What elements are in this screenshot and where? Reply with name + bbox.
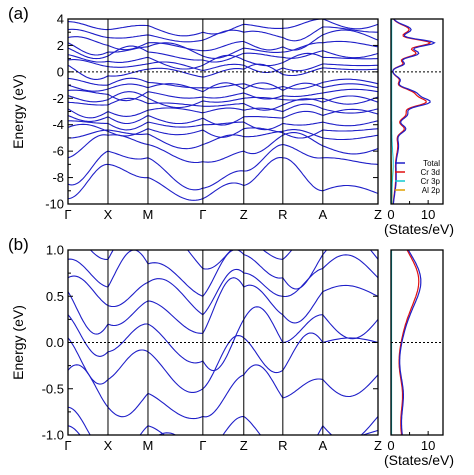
band-line [68, 277, 378, 335]
dos-x-tick-label: 10 [421, 438, 435, 453]
band-line [68, 406, 378, 435]
k-point-label: Γ [199, 207, 206, 222]
panel-a-dos-x-label: (States/eV) [384, 221, 454, 237]
dos-curve [391, 19, 394, 204]
y-tick-label: -6 [52, 144, 64, 159]
band-line [89, 250, 378, 270]
panel-a-y-axis-label: Energy (eV) [10, 74, 26, 149]
band-line [68, 306, 378, 372]
panel-a-y-axis: -10 -8 -6 -4 -2 0 2 4 [45, 12, 378, 212]
band-line [68, 91, 378, 109]
panel-b: -1.0 -0.5 0.0 0.5 1.0 Γ X M Γ Z R A Z (b) Energy (e… [8, 235, 454, 468]
dos-x-tick-label: 10 [421, 207, 435, 222]
y-tick-label: -0.5 [42, 381, 64, 396]
k-point-label: Z [240, 207, 248, 222]
band-line [68, 425, 378, 435]
band-line [68, 82, 378, 93]
panel-a-symmetry-lines [107, 19, 324, 204]
panel-a-dos-x-axis: 0 10 [387, 200, 435, 222]
y-tick-label: 0.5 [46, 289, 64, 304]
panel-a-label: (a) [8, 4, 29, 23]
y-tick-label: -2 [52, 91, 64, 106]
dos-curve [398, 249, 420, 436]
k-point-label: Z [374, 438, 382, 453]
k-point-label: Γ [64, 207, 71, 222]
band-line [68, 108, 378, 126]
band-line [68, 103, 378, 119]
band-line [68, 156, 378, 201]
panel-a-dos-frame [390, 18, 444, 205]
y-tick-label: 2 [57, 38, 64, 53]
panel-b-dos-x-axis: 0 10 [387, 431, 435, 453]
band-line [68, 254, 378, 316]
band-line [68, 143, 378, 191]
y-tick-label: 0.0 [46, 335, 64, 350]
band-line [68, 364, 378, 420]
dos-curve [392, 18, 436, 205]
legend-label: Cr 3p [420, 177, 440, 186]
k-point-label: M [143, 438, 154, 453]
k-point-label: R [278, 438, 287, 453]
k-point-label: Γ [64, 438, 71, 453]
legend-label: Total [423, 159, 440, 168]
y-tick-label: -10 [45, 197, 64, 212]
band-line [68, 45, 378, 63]
panel-b-dos-frame [390, 249, 444, 436]
band-line [68, 88, 378, 102]
y-tick-label: -8 [52, 170, 64, 185]
dos-curve [399, 249, 422, 436]
legend-label: Cr 3d [420, 168, 440, 177]
band-line [68, 59, 378, 74]
y-tick-label: -1.0 [42, 428, 64, 443]
y-tick-label: 0 [57, 64, 64, 79]
band-line [68, 52, 378, 70]
band-line [68, 250, 378, 297]
k-point-label: X [104, 207, 113, 222]
y-tick-label: -4 [52, 117, 64, 132]
legend-label: Al 2p [422, 186, 441, 195]
dos-x-tick-label: 0 [387, 438, 394, 453]
k-point-label: Γ [199, 438, 206, 453]
k-point-label: Z [374, 207, 382, 222]
k-point-label: M [143, 207, 154, 222]
band-line [68, 132, 378, 164]
panel-b-label: (b) [8, 235, 29, 254]
band-line [68, 129, 378, 150]
dos-x-tick-label: 0 [387, 207, 394, 222]
k-point-label: X [104, 438, 113, 453]
band-line [68, 29, 378, 52]
panel-b-dos-x-label: (States/eV) [384, 452, 454, 468]
band-line [68, 26, 378, 43]
panel-b-band-frame [67, 249, 379, 436]
k-point-label: R [278, 207, 287, 222]
k-point-label: A [318, 207, 327, 222]
panel-b-y-axis-label: Energy (eV) [10, 305, 26, 380]
band-line [68, 95, 378, 111]
y-tick-label: 4 [57, 12, 64, 27]
panel-b-dos: 0 10 (States/eV) [384, 249, 454, 468]
band-line [68, 123, 378, 139]
panel-a-bands [68, 19, 378, 201]
band-line [68, 63, 378, 80]
y-tick-label: 1.0 [46, 243, 64, 258]
panel-b-symmetry-lines [107, 250, 324, 435]
band-line [68, 120, 378, 131]
panel-b-y-axis: -1.0 -0.5 0.0 0.5 1.0 [42, 243, 378, 443]
k-point-label: A [318, 438, 327, 453]
k-point-label: Z [240, 438, 248, 453]
band-line [68, 332, 378, 393]
